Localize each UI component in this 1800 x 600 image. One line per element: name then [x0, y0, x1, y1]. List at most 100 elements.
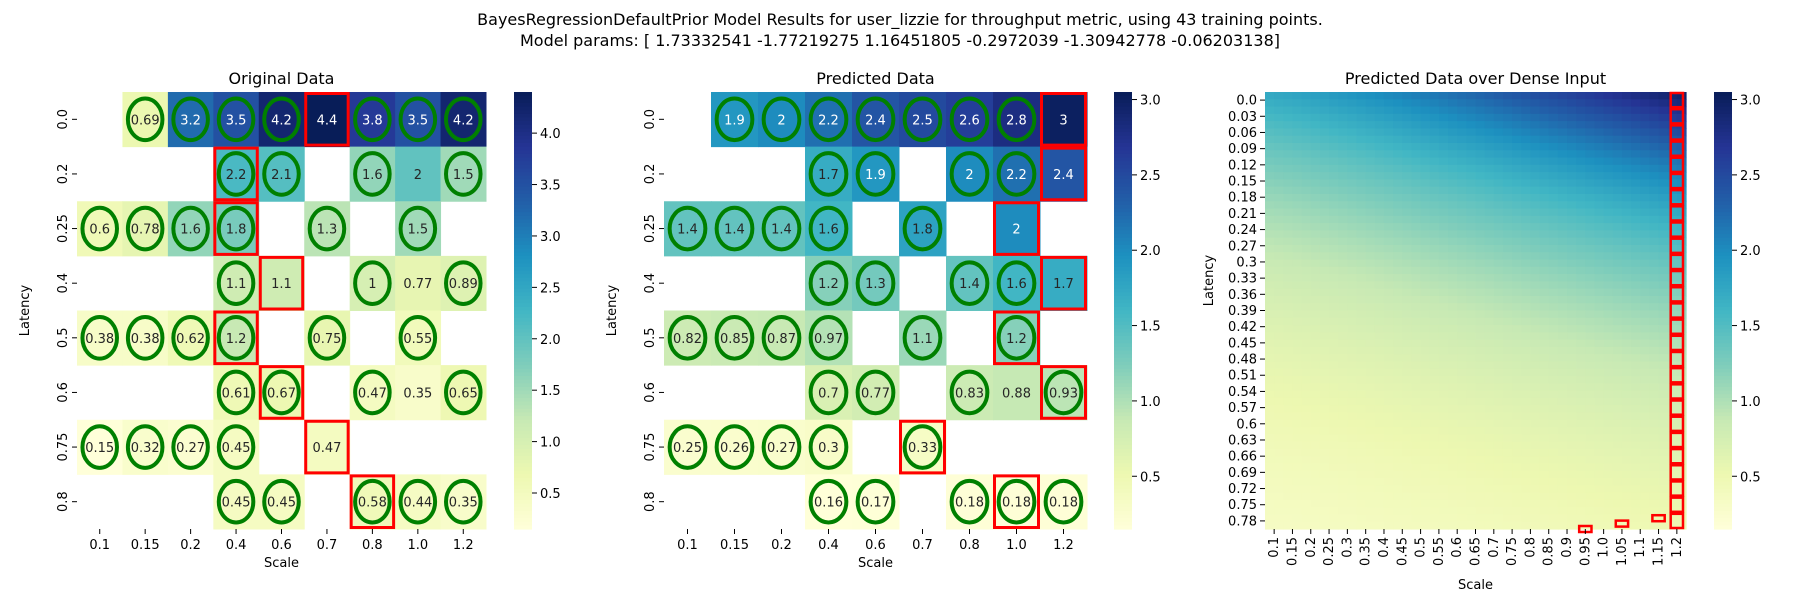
dense-cell — [1649, 441, 1660, 450]
dense-cell — [1539, 310, 1550, 319]
dense-cell — [1411, 281, 1422, 290]
dense-cell — [1393, 230, 1403, 239]
dense-cell — [1557, 441, 1568, 450]
training-point-circle — [902, 96, 943, 143]
dense-cell — [1548, 157, 1559, 166]
dense-cell — [1319, 332, 1330, 341]
dense-cell — [1347, 339, 1358, 348]
dense-cell — [1612, 193, 1623, 202]
dense-cell — [1594, 354, 1605, 363]
colorbar-tick-label: 2.0 — [1140, 244, 1161, 259]
dense-cell — [1667, 223, 1678, 231]
dense-cell — [1567, 412, 1577, 421]
dense-cell — [1512, 514, 1522, 523]
dense-cell — [1512, 317, 1522, 326]
colorbar-segment — [514, 339, 532, 344]
cell-value-label: 0.35 — [403, 386, 432, 401]
dense-cell — [1475, 346, 1486, 355]
dense-cell — [1329, 354, 1339, 363]
dense-cell — [1338, 405, 1348, 414]
dense-cell — [1319, 412, 1330, 421]
dense-cell — [1548, 521, 1559, 530]
dense-cell — [1347, 463, 1358, 472]
dense-cell — [1301, 368, 1312, 377]
dense-cell — [1448, 230, 1458, 239]
dense-cell — [1411, 368, 1422, 377]
dense-cell — [1411, 361, 1422, 370]
dense-cell — [1567, 339, 1577, 348]
dense-cell — [1457, 252, 1467, 261]
colorbar-segment — [1714, 146, 1732, 151]
dense-cell — [1557, 383, 1568, 392]
cell-value-label: 1.6 — [818, 223, 839, 238]
dense-cell — [1585, 332, 1596, 341]
dense-cell — [1603, 135, 1614, 144]
dense-cell — [1493, 441, 1504, 450]
dense-cell — [1557, 179, 1568, 188]
cell-value-label: 4.2 — [453, 113, 474, 128]
dense-cell — [1393, 310, 1403, 319]
dense-cell — [1521, 492, 1532, 501]
dense-cell — [1319, 193, 1330, 202]
dense-cell — [1621, 266, 1632, 275]
dense-cell — [1493, 274, 1504, 282]
dense-cell — [1265, 463, 1275, 472]
dense-cell — [1576, 390, 1586, 399]
y-tick-label: 0.48 — [1228, 353, 1257, 368]
dense-cell — [1493, 186, 1504, 195]
colorbar-tick-label: 1.5 — [1140, 320, 1161, 335]
training-point-circle — [808, 424, 849, 470]
dense-cell — [1640, 478, 1650, 486]
dense-cell — [1283, 244, 1294, 253]
dense-cell — [1393, 317, 1403, 326]
colorbar-segment — [1714, 124, 1732, 130]
dense-cell — [1466, 193, 1477, 202]
dense-cell — [1383, 223, 1394, 231]
colorbar-segment — [1714, 175, 1732, 180]
colorbar-segment — [1114, 401, 1132, 406]
dense-cell — [1548, 507, 1559, 516]
dense-cell — [1411, 448, 1422, 457]
dense-cell — [1356, 412, 1367, 421]
dense-cell — [1576, 135, 1586, 144]
colorbar-segment — [514, 401, 532, 406]
dense-cell — [1612, 186, 1623, 195]
dense-cell — [1301, 172, 1312, 180]
dense-cell — [1512, 223, 1522, 231]
dense-cell — [1274, 492, 1284, 501]
colorbar-segment — [1114, 172, 1132, 177]
training-point-circle — [1043, 478, 1084, 525]
dense-cell — [1265, 427, 1275, 435]
training-point-circle — [996, 260, 1037, 306]
dense-cell — [1557, 448, 1568, 457]
dense-cell — [1301, 521, 1312, 530]
dense-cell — [1557, 507, 1568, 516]
dense-cell — [1484, 507, 1495, 516]
colorbar-segment — [1114, 139, 1132, 144]
max-value-box — [1651, 513, 1666, 523]
dense-cell — [1356, 499, 1367, 508]
dense-cell — [1420, 223, 1431, 231]
dense-cell — [1283, 492, 1294, 501]
dense-cell — [1512, 259, 1522, 268]
dense-cell — [1557, 419, 1568, 428]
dense-cell — [1567, 106, 1577, 115]
dense-cell — [1365, 135, 1376, 144]
max-value-box — [258, 365, 305, 420]
dense-cell — [1319, 514, 1330, 523]
dense-cell — [1585, 419, 1596, 428]
dense-cell — [1649, 106, 1660, 115]
dense-cell — [1438, 412, 1449, 421]
dense-cell — [1274, 368, 1284, 377]
dense-cell — [1557, 157, 1568, 166]
dense-cell — [1512, 427, 1522, 435]
dense-cell — [1429, 164, 1440, 173]
colorbar-segment — [1114, 295, 1132, 301]
dense-cell — [1631, 354, 1641, 363]
dense-cell — [1457, 172, 1467, 180]
dense-cell — [1594, 492, 1605, 501]
dense-cell — [1521, 383, 1532, 392]
dense-cell — [1676, 179, 1687, 188]
dense-cell — [1466, 434, 1477, 443]
colorbar-segment — [1114, 521, 1132, 526]
